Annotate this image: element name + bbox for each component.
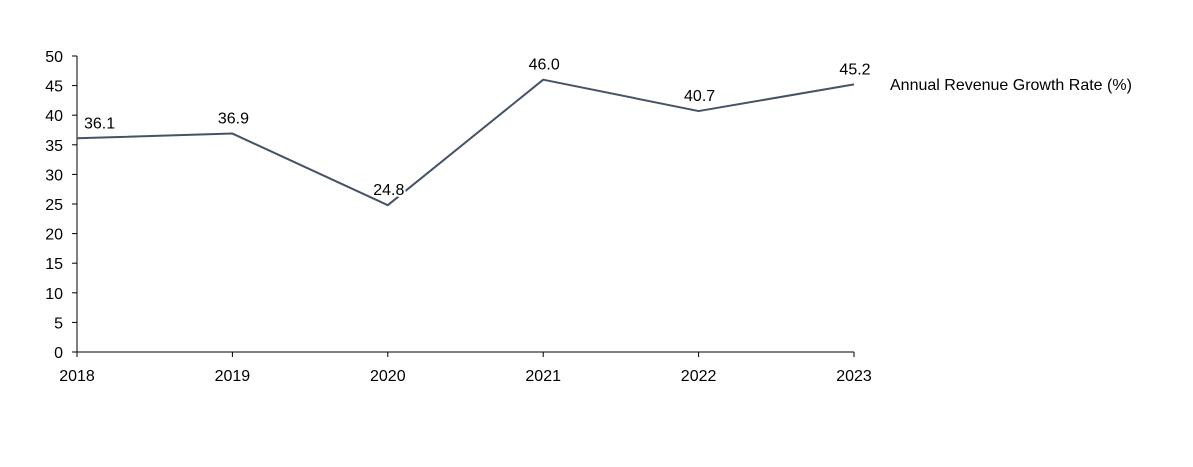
x-axis: 2018 2019 2020 2021 2022 2023 (59, 351, 872, 385)
y-tick-label: 40 (45, 108, 63, 125)
series-line-revenue-growth (76, 78, 855, 207)
y-tick-label: 35 (45, 138, 63, 155)
data-label: 36.9 (218, 111, 249, 128)
data-labels: 36.1 36.9 24.8 46.0 40.7 45.2 (84, 57, 871, 202)
y-tick-label: 45 (45, 79, 63, 96)
y-axis: 0 5 10 15 20 25 30 35 40 45 50 (45, 49, 78, 362)
data-label: 46.0 (529, 57, 560, 74)
x-tick-label: 2022 (681, 368, 717, 385)
y-tick-label: 5 (54, 315, 63, 332)
y-tick-label: 50 (45, 49, 63, 66)
x-tick-label: 2019 (215, 368, 251, 385)
x-tick-label: 2023 (836, 368, 872, 385)
x-tick-label: 2018 (59, 368, 95, 385)
y-tick-label: 20 (45, 227, 63, 244)
data-label: 40.7 (684, 88, 715, 105)
y-tick-label: 25 (45, 197, 63, 214)
y-tick-label: 10 (45, 286, 63, 303)
series-layer (76, 78, 855, 207)
y-tick-label: 15 (45, 256, 63, 273)
data-label: 24.8 (373, 182, 404, 199)
data-label: 45.2 (839, 61, 870, 78)
legend: Annual Revenue Growth Rate (%) (890, 77, 1132, 94)
y-tick-label: 30 (45, 167, 63, 184)
x-tick-label: 2021 (525, 368, 561, 385)
legend-label: Annual Revenue Growth Rate (%) (890, 77, 1132, 94)
data-label: 36.1 (84, 115, 115, 132)
y-tick-label: 0 (54, 345, 63, 362)
x-tick-label: 2020 (370, 368, 406, 385)
